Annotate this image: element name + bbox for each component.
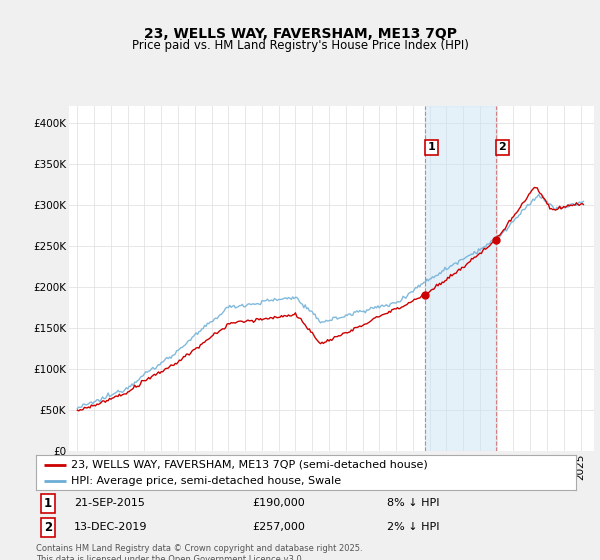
Text: 2% ↓ HPI: 2% ↓ HPI	[387, 522, 439, 533]
Text: £190,000: £190,000	[252, 498, 305, 508]
Text: 23, WELLS WAY, FAVERSHAM, ME13 7QP: 23, WELLS WAY, FAVERSHAM, ME13 7QP	[143, 27, 457, 41]
Text: £257,000: £257,000	[252, 522, 305, 533]
Text: 2: 2	[44, 521, 52, 534]
Text: 2: 2	[499, 142, 506, 152]
Bar	[425, 106, 496, 451]
Text: 1: 1	[44, 497, 52, 510]
Text: 21-SEP-2015: 21-SEP-2015	[74, 498, 145, 508]
Text: Price paid vs. HM Land Registry's House Price Index (HPI): Price paid vs. HM Land Registry's House …	[131, 39, 469, 52]
Text: 1: 1	[427, 142, 435, 152]
Text: 23, WELLS WAY, FAVERSHAM, ME13 7QP (semi-detached house): 23, WELLS WAY, FAVERSHAM, ME13 7QP (semi…	[71, 460, 428, 470]
Text: 13-DEC-2019: 13-DEC-2019	[74, 522, 148, 533]
Text: Contains HM Land Registry data © Crown copyright and database right 2025.
This d: Contains HM Land Registry data © Crown c…	[36, 544, 362, 560]
Text: HPI: Average price, semi-detached house, Swale: HPI: Average price, semi-detached house,…	[71, 477, 341, 486]
Text: 8% ↓ HPI: 8% ↓ HPI	[387, 498, 439, 508]
